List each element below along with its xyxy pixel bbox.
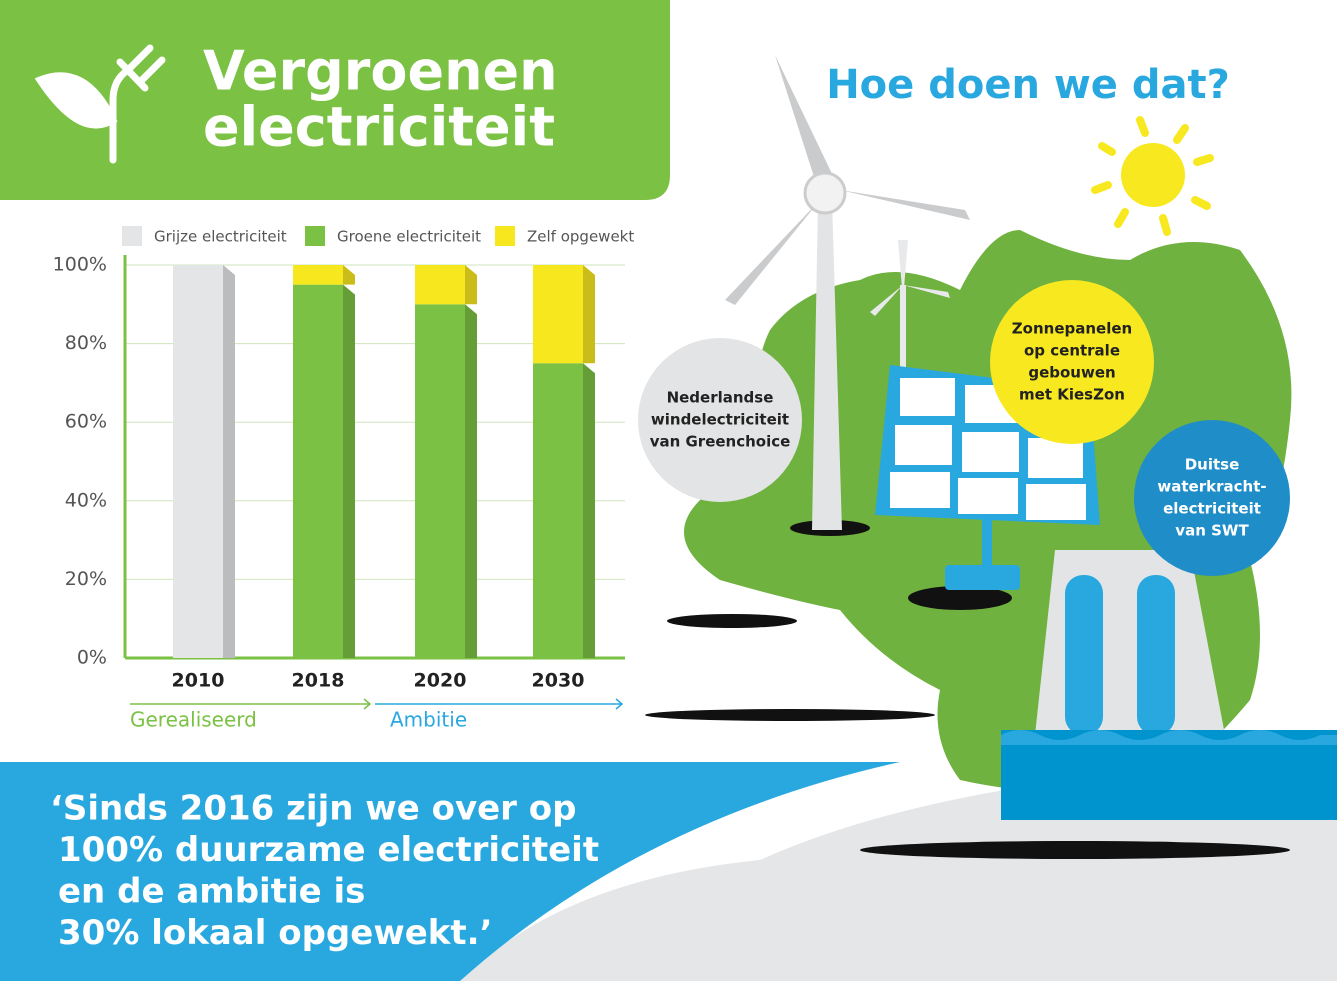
sun xyxy=(1091,116,1214,236)
bar-segment xyxy=(533,363,595,658)
title-line: Vergroenen xyxy=(203,40,558,103)
bar-front xyxy=(533,363,583,658)
y-tick-label: 60% xyxy=(65,411,107,433)
bar-front xyxy=(415,265,465,305)
bubble xyxy=(638,338,802,502)
bar-front xyxy=(415,304,465,658)
phase-arrow-head xyxy=(363,698,372,710)
bar-segment xyxy=(415,265,477,305)
bubble xyxy=(990,280,1154,444)
quote-line: 100% duurzame electriciteit xyxy=(58,830,599,870)
bubble-text: van SWT xyxy=(1175,522,1249,540)
x-tick-label: 2030 xyxy=(532,670,585,692)
y-tick-label: 80% xyxy=(65,332,107,354)
quote-band xyxy=(0,762,900,981)
bar-side xyxy=(223,265,235,658)
bubble-text: gebouwen xyxy=(1028,364,1115,382)
y-tick-label: 0% xyxy=(77,647,107,669)
bar-front xyxy=(173,265,223,658)
bubble-text: Zonnepanelen xyxy=(1012,320,1132,338)
wind-turbine xyxy=(725,55,970,530)
bar-side xyxy=(343,284,355,658)
bubble-text: met KiesZon xyxy=(1019,386,1125,404)
phase-label: Ambitie xyxy=(390,708,467,732)
bar-front xyxy=(533,265,583,364)
legend-swatch xyxy=(122,226,142,246)
legend-label: Grijze electriciteit xyxy=(154,228,287,246)
header-box xyxy=(0,0,670,200)
bubble-text: waterkracht- xyxy=(1157,478,1266,496)
bar-front xyxy=(293,265,343,285)
bubble-text: op centrale xyxy=(1024,342,1120,360)
quote-line: ‘Sinds 2016 zijn we over op xyxy=(50,789,576,829)
bar-side xyxy=(343,265,355,285)
bubble-text: Duitse xyxy=(1185,456,1240,474)
bar-segment xyxy=(293,284,355,658)
phase-label: Gerealiseerd xyxy=(130,708,257,732)
bubble-text: van Greenchoice xyxy=(650,433,791,451)
title-line: electriciteit xyxy=(203,96,555,159)
bar-segment xyxy=(173,265,235,658)
bar-side xyxy=(583,363,595,658)
bubble-text: windelectriciteit xyxy=(651,411,789,429)
dam xyxy=(1001,550,1337,820)
bar-side xyxy=(465,304,477,658)
quote-line: 30% lokaal opgewekt.’ xyxy=(58,913,492,953)
x-tick-label: 2018 xyxy=(292,670,345,692)
legend-swatch xyxy=(495,226,515,246)
y-tick-label: 40% xyxy=(65,489,107,511)
legend-label: Groene electriciteit xyxy=(337,228,481,246)
bubble-text: electriciteit xyxy=(1163,500,1261,518)
quote-line: en de ambitie is xyxy=(58,872,365,912)
bar-side xyxy=(465,265,477,305)
chart: 0% 20% 40% 60% 80% 100% 2010 2018 2020 2030 Grijze… xyxy=(53,226,634,732)
bar-side xyxy=(583,265,595,364)
y-tick-label: 20% xyxy=(65,568,107,590)
bar-segment xyxy=(415,304,477,658)
plug-icon xyxy=(34,44,166,164)
phase-arrow-head xyxy=(615,698,624,710)
bar-front xyxy=(293,284,343,658)
bar-segment xyxy=(293,265,355,285)
x-tick-label: 2010 xyxy=(172,670,225,692)
bubble-text: Nederlandse xyxy=(667,389,774,407)
heading: Hoe doen we dat? xyxy=(826,62,1230,108)
legend-label: Zelf opgewekt xyxy=(527,228,634,246)
shadows xyxy=(645,520,1290,859)
y-tick-label: 100% xyxy=(53,254,107,276)
legend-swatch xyxy=(305,226,325,246)
bubble xyxy=(1134,420,1290,576)
x-tick-label: 2020 xyxy=(414,670,467,692)
bar-segment xyxy=(533,265,595,364)
